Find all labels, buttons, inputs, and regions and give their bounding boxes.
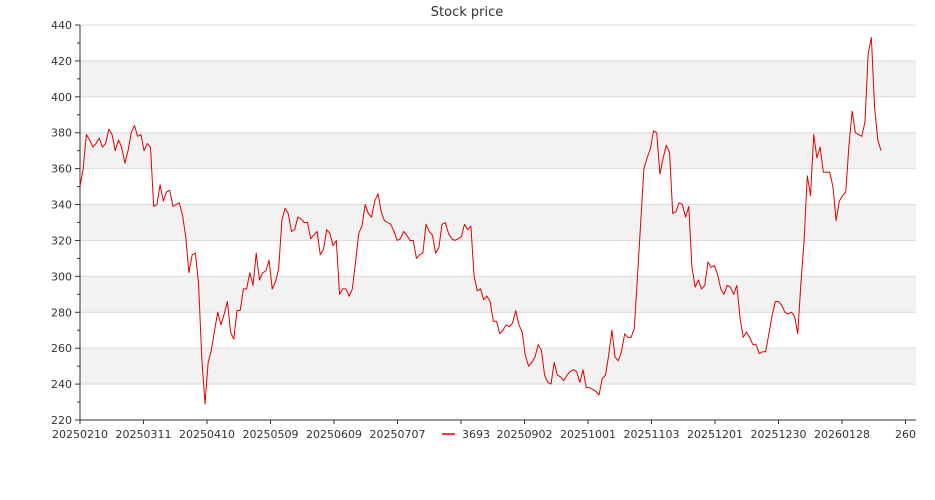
- y-tick-label: 380: [51, 127, 72, 140]
- grid-lines: [80, 24, 916, 421]
- y-tick-label: 240: [51, 378, 72, 391]
- chart-title: Stock price: [431, 5, 503, 20]
- x-tick-label: 20250311: [116, 428, 172, 441]
- x-tick-label: 20251230: [751, 428, 807, 441]
- legend-label-background: [460, 425, 496, 441]
- x-tick-label: 20250902: [497, 428, 553, 441]
- x-tick-label: 20250609: [306, 428, 362, 441]
- y-tick-label: 260: [51, 342, 72, 355]
- y-axis: 220 240 260 280 300 320 340 360 380 400 420 440: [51, 19, 81, 427]
- x-tick-label: 20250707: [370, 428, 426, 441]
- grid-band: [80, 132, 916, 169]
- x-tick-label: 20250509: [243, 428, 299, 441]
- x-tick-label: 20250210: [52, 428, 108, 441]
- y-tick-label: 340: [51, 199, 72, 212]
- x-tick-label: 20251201: [687, 428, 743, 441]
- y-tick-label: 420: [51, 55, 72, 68]
- series-layer: [79, 37, 882, 405]
- y-tick-label: 440: [51, 19, 72, 32]
- x-tick-label: 20250410: [179, 428, 235, 441]
- grid-band: [80, 276, 916, 313]
- y-tick-label: 320: [51, 234, 72, 247]
- x-tick-label: 20251103: [624, 428, 680, 441]
- grid-band: [80, 204, 916, 241]
- y-tick-label: 360: [51, 163, 72, 176]
- x-tick-label: 20260128: [814, 428, 870, 441]
- x-axis: 20250210 20250311 20250410 20250509 20250609…: [52, 419, 916, 441]
- y-tick-label: 400: [51, 91, 72, 104]
- y-tick-label: 300: [51, 270, 72, 283]
- x-tick-label: 20251001: [560, 428, 616, 441]
- grid-band: [80, 348, 916, 385]
- legend: 3693: [442, 425, 496, 441]
- background-bands: [80, 60, 916, 385]
- x-tick-label: 260: [895, 428, 916, 441]
- y-tick-label: 220: [51, 414, 72, 427]
- series-line-0: [79, 37, 882, 405]
- grid-band: [80, 60, 916, 97]
- y-tick-label: 280: [51, 306, 72, 319]
- legend-label: 3693: [462, 428, 490, 441]
